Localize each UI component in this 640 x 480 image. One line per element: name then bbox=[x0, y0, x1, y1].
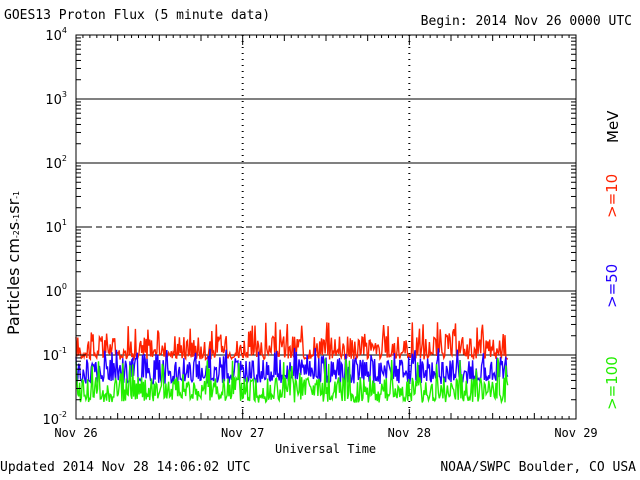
credit-label: NOAA/SWPC Boulder, CO USA bbox=[440, 460, 636, 475]
x-tick-label: Nov 28 bbox=[388, 426, 431, 440]
y-axis-label: Particles cm-2s-1sr-1 bbox=[4, 190, 23, 335]
y-tick-label: 103 bbox=[45, 90, 67, 108]
updated-timestamp: Updated 2014 Nov 28 14:06:02 UTC bbox=[0, 460, 251, 475]
x-tick-label: Nov 27 bbox=[221, 426, 264, 440]
unit-label: MeV bbox=[604, 110, 622, 143]
legend-series-10: >=10 bbox=[603, 173, 621, 218]
y-tick-label: 10-1 bbox=[42, 346, 67, 364]
y-tick-label: 104 bbox=[45, 26, 67, 44]
legend-series-100: >=100 bbox=[603, 356, 621, 410]
y-tick-label: 100 bbox=[45, 282, 67, 300]
y-tick-label: 101 bbox=[45, 218, 67, 236]
begin-time-label: Begin: 2014 Nov 26 0000 UTC bbox=[420, 14, 632, 29]
legend-series-50: >=50 bbox=[603, 263, 621, 308]
chart-title: GOES13 Proton Flux (5 minute data) bbox=[4, 8, 271, 23]
x-tick-label: Nov 29 bbox=[554, 426, 597, 440]
y-tick-label: 10-2 bbox=[42, 410, 67, 428]
x-axis-label: Universal Time bbox=[275, 442, 377, 456]
x-tick-label: Nov 26 bbox=[54, 426, 97, 440]
y-tick-label: 102 bbox=[45, 154, 67, 172]
series-line-100 bbox=[75, 357, 509, 405]
series-line-10 bbox=[75, 322, 509, 362]
